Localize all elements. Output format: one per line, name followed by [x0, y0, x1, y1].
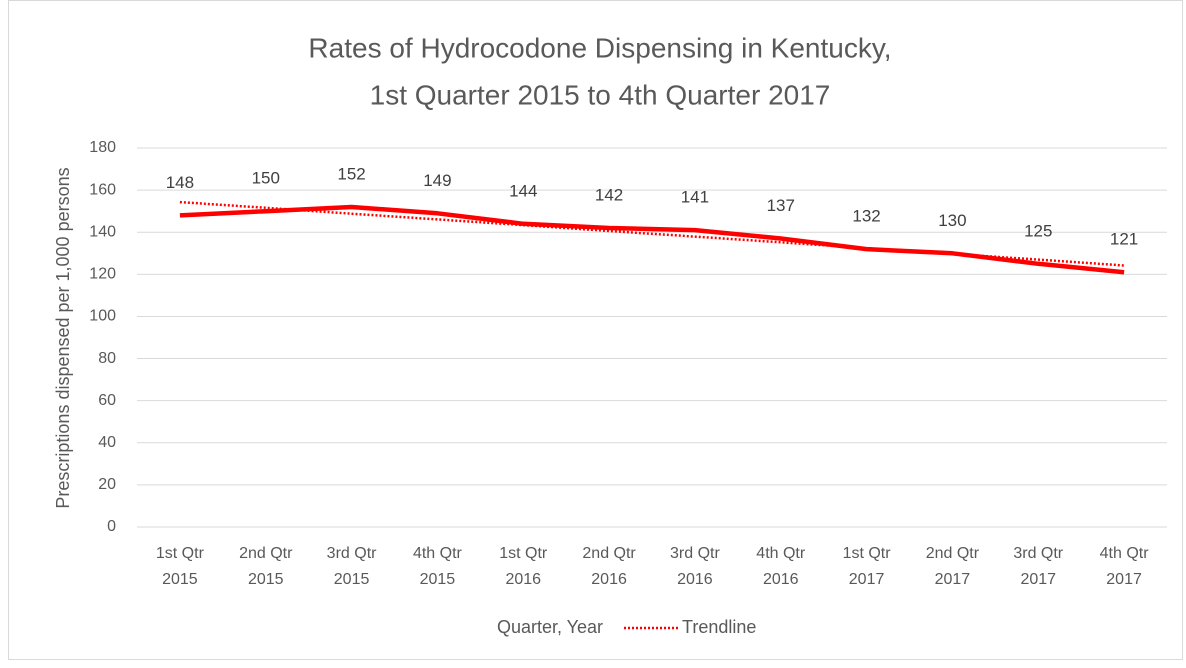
x-tick-label: 4th Qtr 2016: [756, 545, 806, 588]
y-tick-label: 40: [98, 434, 116, 451]
x-tick-label: 3rd Qtr 2015: [326, 545, 377, 588]
y-tick-label: 180: [89, 139, 116, 156]
chart-title: Rates of Hydrocodone Dispensing in Kentu…: [308, 32, 891, 63]
x-tick-label: 4th Qtr 2015: [412, 545, 462, 588]
legend-label: Trendline: [682, 617, 756, 637]
chart-subtitle: 1st Quarter 2015 to 4th Quarter 2017: [370, 79, 831, 110]
y-tick-label: 140: [89, 223, 116, 240]
x-tick-label: 3rd Qtr 2017: [1013, 545, 1064, 588]
y-tick-label: 100: [89, 308, 116, 325]
data-label: 149: [423, 171, 451, 190]
x-tick-label: 1st Qtr 2017: [842, 545, 891, 588]
x-tick-label: 1st Qtr 2015: [155, 545, 204, 588]
x-tick-label: 2nd Qtr 2016: [582, 545, 636, 588]
data-label: 142: [595, 185, 623, 204]
data-label: 152: [337, 164, 365, 183]
x-tick-label: 4th Qtr 2017: [1099, 545, 1149, 588]
trendline: [179, 200, 1125, 267]
y-tick-label: 20: [98, 476, 116, 493]
data-label: 148: [166, 173, 194, 192]
x-tick-label: 3rd Qtr 2016: [670, 545, 720, 588]
data-label: 130: [938, 211, 966, 230]
y-tick-label: 120: [89, 266, 116, 283]
y-tick-label: 80: [98, 350, 116, 367]
data-label: 150: [252, 169, 280, 188]
x-tick-label: 2nd Qtr 2017: [925, 545, 980, 588]
x-tick-label: 2nd Qtr 2015: [239, 545, 293, 588]
data-label: 125: [1024, 221, 1052, 240]
y-tick-label: 160: [89, 181, 116, 198]
y-tick-label: 60: [98, 392, 116, 409]
data-label: 132: [852, 207, 880, 226]
y-tick-label: 0: [107, 518, 116, 535]
data-label: 141: [681, 188, 709, 207]
y-axis-title: Prescriptions dispensed per 1,000 person…: [53, 167, 73, 508]
x-axis-title: Quarter, Year: [497, 617, 603, 637]
data-label: 137: [767, 196, 795, 215]
data-label: 121: [1110, 230, 1138, 249]
chart-border: [8, 0, 1183, 660]
x-tick-label: 1st Qtr 2016: [499, 545, 548, 588]
series-line: [179, 204, 1125, 275]
data-label: 144: [509, 181, 537, 200]
